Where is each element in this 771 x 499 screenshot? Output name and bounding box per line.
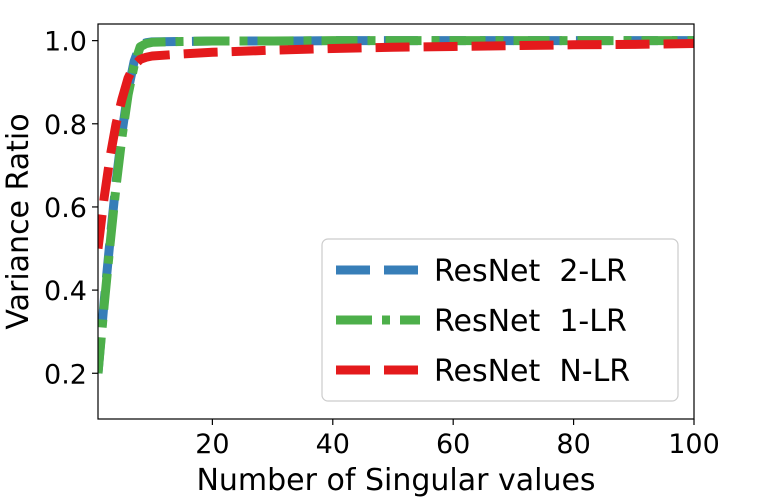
x-tick-label: 40 xyxy=(316,429,350,460)
legend-item: ResNet N-LR xyxy=(336,354,630,389)
legend-label: ResNet 2-LR xyxy=(434,254,627,289)
x-axis-ticks: 20 40 60 80 100 xyxy=(195,419,720,460)
y-axis-label: Variance Ratio xyxy=(1,113,36,329)
x-tick-label: 100 xyxy=(668,429,720,460)
legend-label: ResNet N-LR xyxy=(434,354,630,389)
legend: ResNet 2-LR ResNet 1-LR ResNet N-LR xyxy=(321,238,679,402)
x-tick-label: 60 xyxy=(436,429,470,460)
legend-label: ResNet 1-LR xyxy=(434,304,627,339)
x-tick-label: 20 xyxy=(195,429,229,460)
series-line-2 xyxy=(98,36,694,374)
legend-item: ResNet 1-LR xyxy=(336,304,627,339)
plot-lines xyxy=(98,36,694,374)
x-tick-label: 80 xyxy=(556,429,590,460)
y-tick-label: 0.2 xyxy=(44,359,87,390)
x-axis-label: Number of Singular values xyxy=(196,463,595,498)
legend-box xyxy=(321,238,679,402)
y-tick-label: 0.4 xyxy=(44,276,87,307)
series-line-3 xyxy=(98,39,694,250)
legend-item: ResNet 2-LR xyxy=(336,254,627,289)
y-tick-label: 0.8 xyxy=(44,110,87,141)
y-axis-ticks: 0.2 0.4 0.6 0.8 1.0 xyxy=(44,27,98,390)
y-tick-label: 1.0 xyxy=(44,27,87,58)
plot-frame xyxy=(97,23,695,420)
y-tick-label: 0.6 xyxy=(44,193,87,224)
